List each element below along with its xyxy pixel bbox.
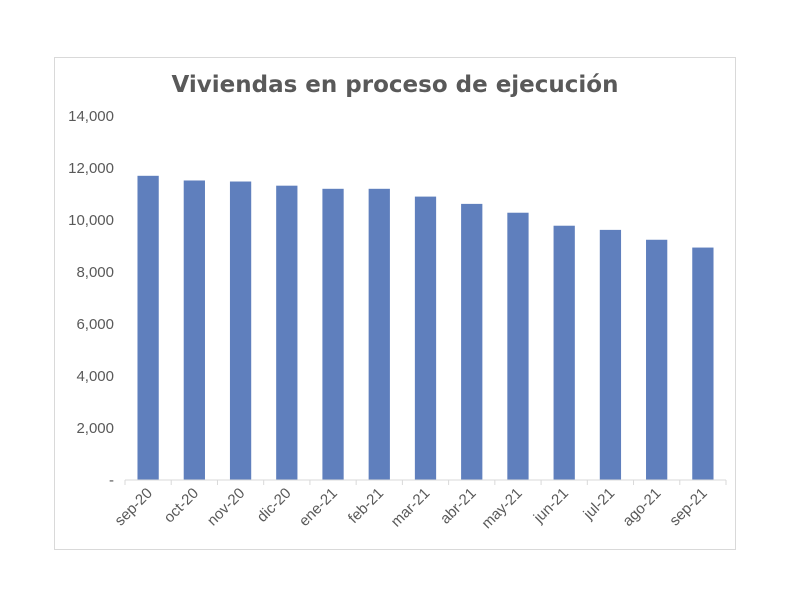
bar-sep-21 xyxy=(692,247,714,480)
bar-may-21 xyxy=(507,212,529,480)
bar-dic-20 xyxy=(276,185,298,480)
bar-sep-20 xyxy=(137,175,159,481)
y-tick-label: 12,000 xyxy=(68,160,114,177)
x-tick-label: mar-21 xyxy=(388,485,434,531)
x-tick-label: feb-21 xyxy=(345,485,387,527)
bars xyxy=(137,175,714,481)
x-tick-label: nov-20 xyxy=(204,485,248,529)
x-tick-label: oct-20 xyxy=(161,485,203,527)
x-tick-label: sep-20 xyxy=(111,485,155,529)
y-tick-label: - xyxy=(109,472,114,489)
x-axis-ticks: sep-20 oct-20 nov-20 dic-20 ene-21 feb-21 mar-… xyxy=(111,480,727,532)
y-tick-label: 14,000 xyxy=(68,108,114,125)
bar-mar-21 xyxy=(414,196,437,480)
x-tick-label: may-21 xyxy=(478,485,525,532)
y-tick-label: 6,000 xyxy=(76,316,114,333)
x-tick-label: jun-21 xyxy=(530,485,572,527)
chart-title: Viviendas en proceso de ejecución xyxy=(172,72,619,98)
x-tick-label: ago-21 xyxy=(619,485,664,530)
y-tick-label: 2,000 xyxy=(76,420,114,437)
bar-feb-21 xyxy=(368,188,390,481)
x-tick-label: sep-21 xyxy=(666,485,710,529)
x-tick-label: ene-21 xyxy=(296,485,341,530)
bar-nov-20 xyxy=(229,181,252,480)
x-tick-label: jul-21 xyxy=(580,485,619,524)
bar-jun-21 xyxy=(553,225,575,480)
bar-abr-21 xyxy=(461,203,483,480)
bar-ago-21 xyxy=(646,239,668,480)
y-tick-label: 10,000 xyxy=(68,212,114,229)
y-axis-ticks: - 2,000 4,000 6,000 8,000 10,000 12,000 14,000 xyxy=(68,108,114,489)
x-tick-label: abr-21 xyxy=(437,485,480,528)
bar-ene-21 xyxy=(322,188,344,481)
bar-jul-21 xyxy=(599,229,622,480)
y-tick-label: 4,000 xyxy=(76,368,114,385)
bar-oct-20 xyxy=(183,180,205,481)
x-tick-label: dic-20 xyxy=(254,485,295,526)
y-tick-label: 8,000 xyxy=(76,264,114,281)
chart-frame xyxy=(54,57,736,550)
